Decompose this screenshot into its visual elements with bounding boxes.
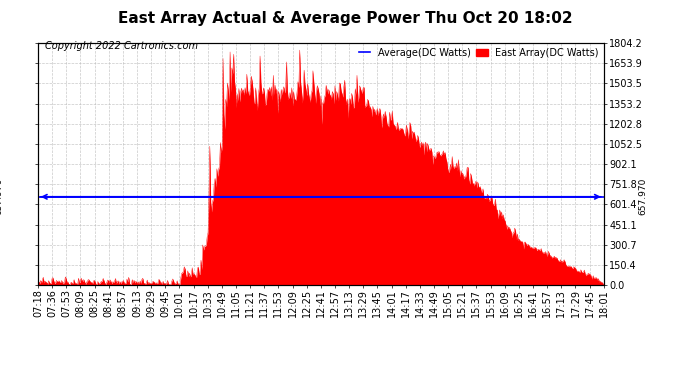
Text: 657.970: 657.970 — [0, 178, 3, 216]
Legend: Average(DC Watts), East Array(DC Watts): Average(DC Watts), East Array(DC Watts) — [359, 48, 599, 58]
Text: 657.970: 657.970 — [638, 178, 647, 216]
Text: East Array Actual & Average Power Thu Oct 20 18:02: East Array Actual & Average Power Thu Oc… — [118, 11, 572, 26]
Text: Copyright 2022 Cartronics.com: Copyright 2022 Cartronics.com — [45, 41, 198, 51]
